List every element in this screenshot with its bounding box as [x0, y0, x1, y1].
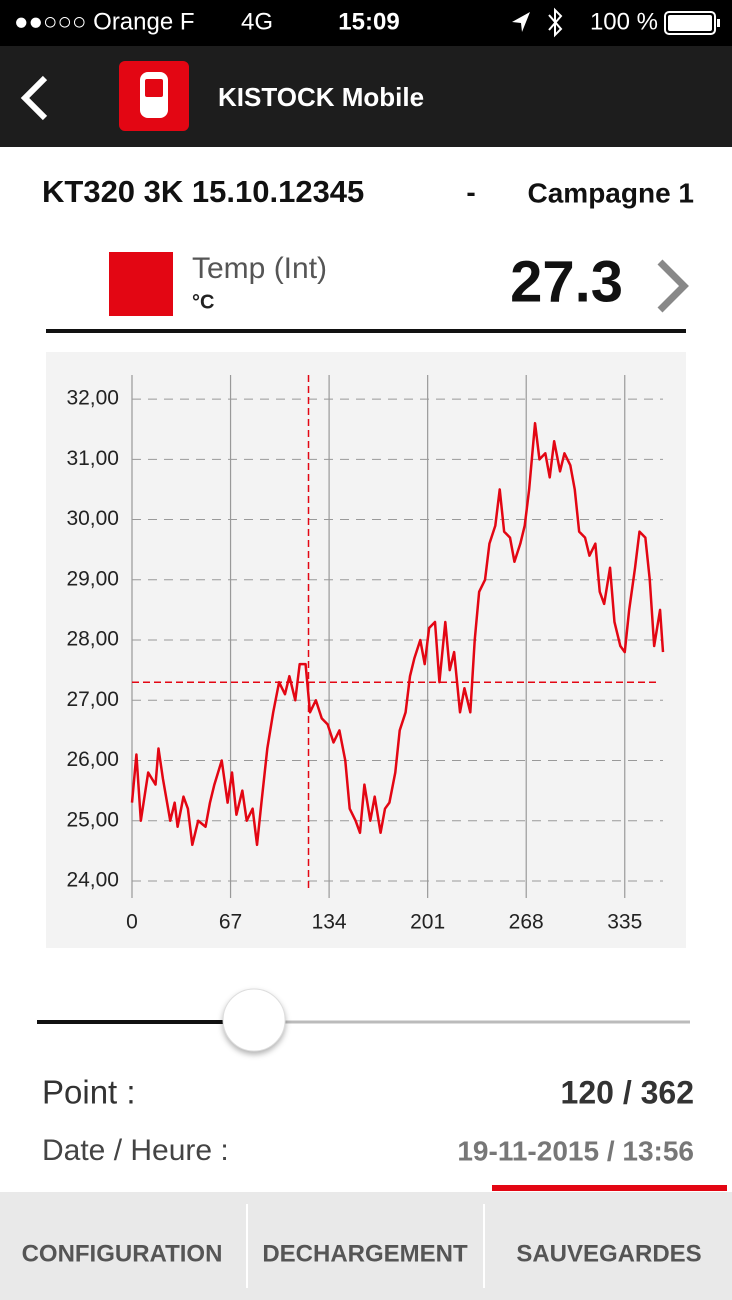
y-tick-label: 27,00 [66, 688, 119, 711]
battery-tip [717, 19, 720, 27]
carrier: ●●○○○ Orange F [14, 8, 195, 35]
clock: 15:09 [338, 8, 399, 35]
status-bar [0, 0, 732, 46]
tab[interactable]: CONFIGURATION [22, 1240, 223, 1267]
date-value: 19-11-2015 / 13:56 [457, 1135, 694, 1166]
back-button[interactable] [20, 75, 48, 121]
y-tick-label: 31,00 [66, 447, 119, 470]
network: 4G [241, 8, 273, 35]
data-line [130, 421, 665, 847]
battery-icon [664, 11, 716, 35]
x-tick-label: 201 [410, 911, 445, 934]
device-separator: - [466, 176, 475, 207]
battery-level: 100 % [590, 8, 658, 35]
y-tick-label: 25,00 [66, 808, 119, 831]
y-tick-label: 24,00 [66, 869, 119, 892]
channel-color [109, 252, 173, 316]
channel-unit: °C [192, 291, 214, 313]
y-tick-label: 29,00 [66, 567, 119, 590]
y-tick-label: 32,00 [66, 387, 119, 410]
point-label: Point : [42, 1074, 136, 1111]
campaign-name: Campagne 1 [528, 177, 695, 208]
next-channel[interactable] [657, 259, 689, 313]
chart: 0 67 134 201 268 335 24,00 25,00 26,00 27,00 28,00… [66, 375, 665, 934]
app-title: KISTOCK Mobile [218, 82, 424, 112]
device-name: KT320 3K 15.10.12345 [42, 174, 364, 209]
tab[interactable]: DECHARGEMENT [262, 1240, 468, 1267]
x-tick-label: 335 [607, 911, 642, 934]
point-value: 120 / 362 [561, 1074, 694, 1110]
y-tick-label: 28,00 [66, 628, 119, 651]
tab-bar [0, 1192, 732, 1300]
y-tick-label: 30,00 [66, 507, 119, 530]
x-tick-label: 134 [312, 911, 347, 934]
bluetooth-icon [548, 7, 563, 38]
app-icon-screen [145, 79, 163, 97]
location-icon [512, 12, 530, 32]
slider-thumb[interactable] [222, 988, 286, 1052]
divider [46, 329, 686, 333]
battery-fill [668, 15, 712, 31]
x-tick-label: 268 [509, 911, 544, 934]
current-value: 27.3 [510, 249, 623, 314]
x-tick-label: 0 [126, 911, 138, 934]
date-label: Date / Heure : [42, 1134, 229, 1167]
chart-background [46, 352, 686, 948]
channel-name: Temp (Int) [192, 252, 327, 285]
y-tick-label: 26,00 [66, 748, 119, 771]
x-tick-label: 67 [219, 911, 242, 934]
date-underline [492, 1185, 727, 1191]
tab[interactable]: SAUVEGARDES [516, 1240, 701, 1267]
